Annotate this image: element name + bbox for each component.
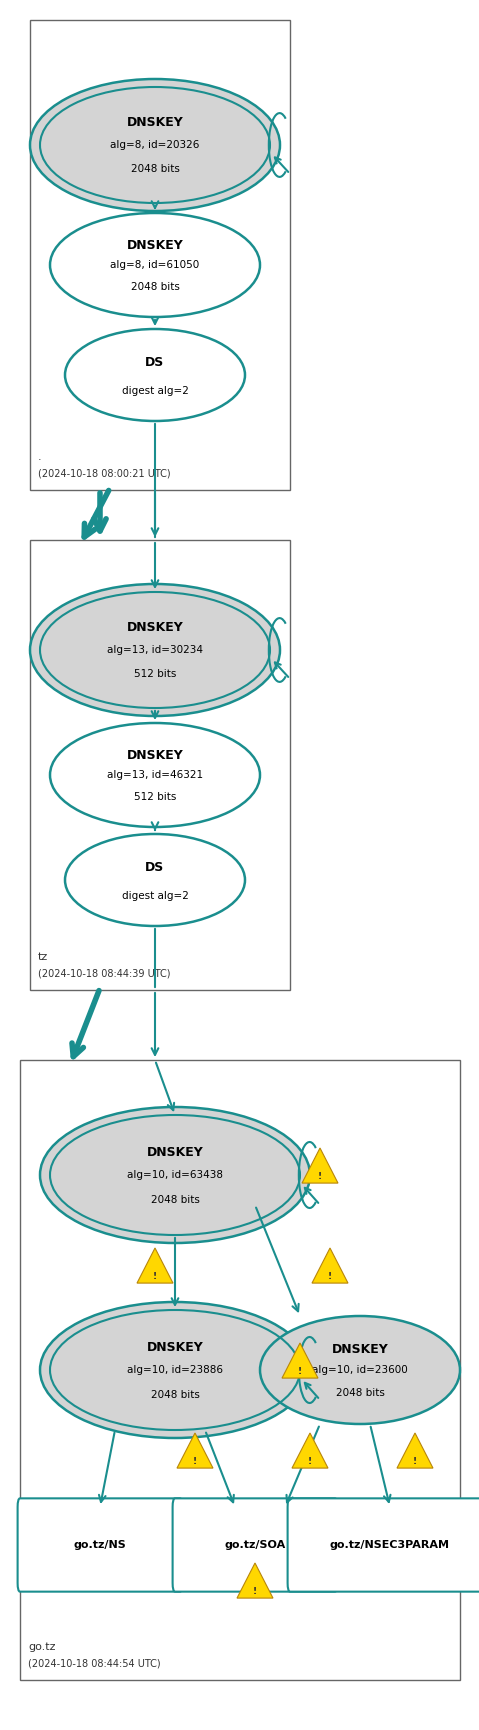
Text: 2048 bits: 2048 bits <box>131 164 180 175</box>
FancyBboxPatch shape <box>287 1498 479 1592</box>
Text: !: ! <box>308 1457 312 1465</box>
Polygon shape <box>312 1247 348 1284</box>
Text: digest alg=2: digest alg=2 <box>122 386 188 396</box>
Ellipse shape <box>65 329 245 420</box>
Text: alg=8, id=61050: alg=8, id=61050 <box>110 260 200 270</box>
Text: alg=13, id=30234: alg=13, id=30234 <box>107 645 203 656</box>
FancyBboxPatch shape <box>18 1498 182 1592</box>
Ellipse shape <box>65 834 245 926</box>
Polygon shape <box>292 1432 328 1469</box>
Text: 2048 bits: 2048 bits <box>131 282 180 292</box>
Ellipse shape <box>30 80 280 211</box>
Bar <box>30 540 290 990</box>
Polygon shape <box>302 1149 338 1183</box>
Text: !: ! <box>298 1367 302 1375</box>
Text: alg=13, id=46321: alg=13, id=46321 <box>107 770 203 780</box>
Ellipse shape <box>40 1303 310 1438</box>
Text: go.tz: go.tz <box>28 1642 56 1652</box>
Text: alg=10, id=63438: alg=10, id=63438 <box>127 1169 223 1180</box>
Text: !: ! <box>253 1586 257 1595</box>
Text: DNSKEY: DNSKEY <box>147 1341 204 1353</box>
Bar <box>30 21 290 490</box>
Ellipse shape <box>30 585 280 716</box>
Polygon shape <box>397 1432 433 1469</box>
Text: (2024-10-18 08:44:54 UTC): (2024-10-18 08:44:54 UTC) <box>28 1657 160 1668</box>
Text: !: ! <box>153 1272 157 1280</box>
Ellipse shape <box>50 723 260 827</box>
Text: go.tz/NSEC3PARAM: go.tz/NSEC3PARAM <box>330 1540 450 1550</box>
Text: alg=10, id=23886: alg=10, id=23886 <box>127 1365 223 1375</box>
Text: 512 bits: 512 bits <box>134 792 176 801</box>
Text: DNSKEY: DNSKEY <box>126 116 183 130</box>
Text: !: ! <box>193 1457 197 1465</box>
Text: 2048 bits: 2048 bits <box>336 1387 385 1398</box>
Text: go.tz/SOA: go.tz/SOA <box>224 1540 285 1550</box>
Text: alg=10, id=23600: alg=10, id=23600 <box>312 1365 408 1375</box>
Text: DS: DS <box>145 860 165 874</box>
Text: 2048 bits: 2048 bits <box>150 1391 199 1400</box>
Text: DNSKEY: DNSKEY <box>126 239 183 253</box>
Ellipse shape <box>40 1107 310 1242</box>
Text: 2048 bits: 2048 bits <box>150 1195 199 1206</box>
Polygon shape <box>282 1342 318 1379</box>
Text: tz: tz <box>38 952 48 962</box>
Text: digest alg=2: digest alg=2 <box>122 891 188 901</box>
Text: DNSKEY: DNSKEY <box>331 1342 388 1356</box>
Bar <box>20 1060 460 1680</box>
Text: (2024-10-18 08:00:21 UTC): (2024-10-18 08:00:21 UTC) <box>38 469 171 477</box>
Text: DS: DS <box>145 356 165 368</box>
Text: (2024-10-18 08:44:39 UTC): (2024-10-18 08:44:39 UTC) <box>38 969 171 977</box>
Text: go.tz/NS: go.tz/NS <box>74 1540 126 1550</box>
Polygon shape <box>137 1247 173 1284</box>
Polygon shape <box>237 1562 273 1599</box>
Text: DNSKEY: DNSKEY <box>126 749 183 761</box>
Text: DNSKEY: DNSKEY <box>126 621 183 635</box>
Text: .: . <box>38 452 42 462</box>
Text: !: ! <box>413 1457 417 1465</box>
Text: alg=8, id=20326: alg=8, id=20326 <box>110 140 200 151</box>
Ellipse shape <box>50 213 260 317</box>
FancyBboxPatch shape <box>172 1498 337 1592</box>
Text: !: ! <box>318 1171 322 1182</box>
Text: DNSKEY: DNSKEY <box>147 1145 204 1159</box>
Text: 512 bits: 512 bits <box>134 670 176 680</box>
Polygon shape <box>177 1432 213 1469</box>
Text: !: ! <box>328 1272 332 1280</box>
Ellipse shape <box>260 1317 460 1424</box>
